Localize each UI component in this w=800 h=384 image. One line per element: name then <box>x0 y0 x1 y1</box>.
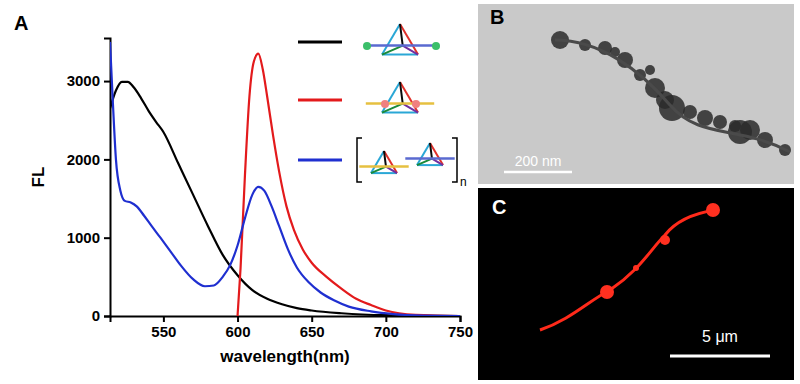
spectrum-line <box>238 54 460 316</box>
legend-icon <box>366 82 434 113</box>
y-tick-mark <box>104 159 110 161</box>
y-tick: 2000 <box>67 151 110 168</box>
nanostructure-chain <box>555 40 790 152</box>
fluorescent-spot <box>600 285 614 299</box>
nanostructure <box>729 120 741 132</box>
y-tick-mark <box>104 81 110 83</box>
icon-bracket <box>357 138 362 182</box>
y-tick: 3000 <box>67 72 110 89</box>
icon-dye <box>412 100 420 108</box>
icon-text: n <box>460 175 467 189</box>
icon-edge <box>384 151 397 173</box>
x-tick: 650 <box>300 316 325 340</box>
icon-bracket <box>452 138 457 182</box>
y-axis-line <box>104 39 111 317</box>
x-tick-label: 700 <box>374 323 399 340</box>
x-axis: 550 600 650 700 750 <box>111 316 474 340</box>
x-tick-mark <box>460 316 462 322</box>
icon-strand <box>366 102 434 105</box>
fluorescence-image <box>478 188 794 380</box>
x-tick-mark <box>385 316 387 322</box>
x-tick-label: 750 <box>448 323 473 340</box>
scale-bar-label: 200 nm <box>515 153 562 169</box>
icon-edge <box>400 82 418 113</box>
icon-edge <box>400 82 403 104</box>
legend: n <box>298 24 467 189</box>
icon-edge <box>382 46 403 55</box>
icon-edge <box>382 54 418 56</box>
icon-dye <box>363 42 371 50</box>
x-tick: 550 <box>151 316 176 340</box>
x-tick-mark <box>311 316 313 322</box>
y-tick-label: 1000 <box>67 229 100 246</box>
nanostructure <box>697 110 713 126</box>
y-tick-label: 0 <box>92 307 100 324</box>
figure: 550 600 650 700 750 0 1000 2000 3000 wavelength(n… <box>0 0 800 384</box>
panel-b: B 200 nm <box>478 4 794 184</box>
tem-image <box>478 4 794 184</box>
fluorescent-spot <box>660 235 670 245</box>
y-tick: 1000 <box>67 229 110 246</box>
y-tick-label: 2000 <box>67 151 100 168</box>
scale-bar <box>504 171 572 174</box>
x-tick: 600 <box>226 316 251 340</box>
y-axis: 0 1000 2000 3000 <box>67 39 111 325</box>
spectrum-line <box>110 42 460 316</box>
x-tick: 700 <box>374 316 399 340</box>
panel-label: C <box>492 196 506 218</box>
panel-label: B <box>490 6 504 28</box>
nanostructure <box>645 65 655 75</box>
legend-swatch <box>298 41 342 44</box>
icon-edge <box>430 143 443 165</box>
icon-edge <box>400 24 403 46</box>
x-tick-mark <box>237 316 239 322</box>
y-tick: 0 <box>92 307 110 324</box>
scale-bar-label: 5 μm <box>702 328 738 345</box>
icon-strand <box>359 165 408 168</box>
icon-edge <box>382 112 418 114</box>
plot-area <box>110 42 460 316</box>
fluorescent-spot <box>706 203 720 217</box>
scale-bar <box>670 355 770 358</box>
x-tick-label: 650 <box>300 323 325 340</box>
legend-icon: n <box>357 138 467 189</box>
x-tick: 750 <box>448 316 473 340</box>
icon-edge <box>400 24 418 55</box>
panel-label: A <box>14 12 28 34</box>
y-tick-label: 3000 <box>67 72 100 89</box>
y-axis-title: FL <box>29 167 48 188</box>
y-tick-mark <box>104 237 110 239</box>
fluorescent-spot <box>633 265 639 271</box>
legend-swatch <box>298 159 342 162</box>
x-tick-mark <box>163 316 165 322</box>
panel-c: C 5 μm <box>478 188 794 380</box>
x-tick-label: 550 <box>151 323 176 340</box>
icon-edge <box>403 46 418 55</box>
icon-strand <box>405 157 454 160</box>
y-tick-mark <box>104 316 110 318</box>
x-axis-line <box>111 317 461 323</box>
icon-edge <box>384 151 386 167</box>
fluorescent-fiber <box>540 210 715 330</box>
icon-dye <box>381 100 389 108</box>
icon-strand <box>366 44 434 47</box>
legend-swatch <box>298 99 342 102</box>
nanostructure <box>713 115 727 129</box>
figure-root: 550 600 650 700 750 0 1000 2000 3000 wavelength(n… <box>0 0 800 384</box>
icon-dye <box>432 42 440 50</box>
icon-edge <box>430 143 432 159</box>
x-tick-label: 600 <box>226 323 251 340</box>
panel-a: 550 600 650 700 750 0 1000 2000 3000 wavelength(n… <box>14 12 473 366</box>
legend-icon <box>363 24 440 55</box>
x-axis-title: wavelength(nm) <box>219 347 349 366</box>
